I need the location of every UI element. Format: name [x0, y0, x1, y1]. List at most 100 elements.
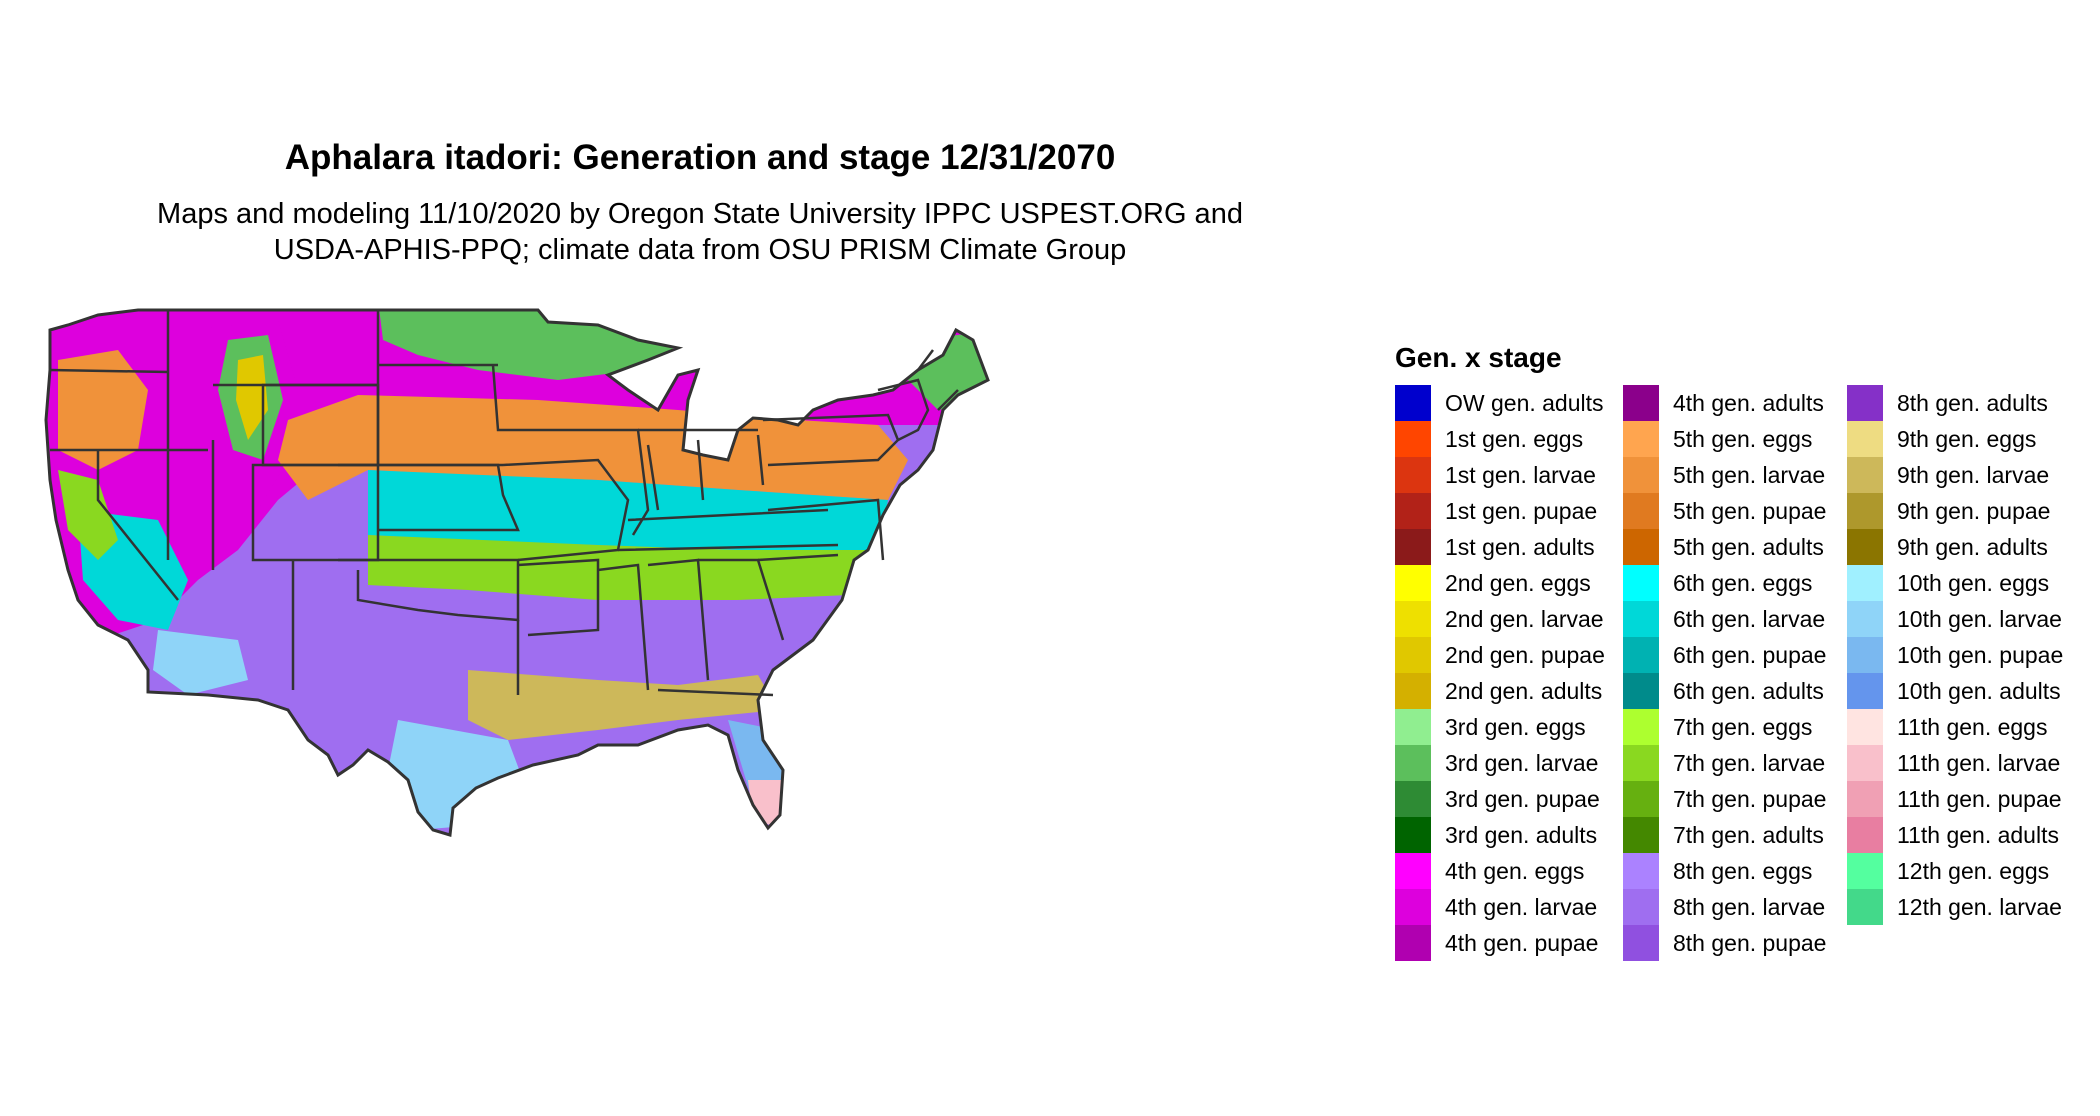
- california-lime-patch: [58, 470, 118, 560]
- legend-label: 8th gen. larvae: [1673, 893, 1826, 920]
- legend-item: 6th gen. adults: [1623, 673, 1824, 709]
- legend-swatch: [1395, 817, 1431, 853]
- legend-item: 11th gen. pupae: [1847, 781, 2062, 817]
- legend-label: 9th gen. larvae: [1897, 461, 2050, 488]
- subtitle-line-2: USDA-APHIS-PPQ; climate data from OSU PR…: [273, 234, 1127, 266]
- legend-item: 2nd gen. larvae: [1395, 601, 1604, 637]
- legend-item: 8th gen. pupae: [1623, 925, 1826, 961]
- legend-swatch: [1395, 637, 1431, 673]
- legend-item: 5th gen. adults: [1623, 529, 1824, 565]
- legend-swatch: [1847, 529, 1883, 565]
- arizona-lightblue-zone: [153, 630, 248, 695]
- legend-item: 2nd gen. pupae: [1395, 637, 1605, 673]
- legend-item: 8th gen. eggs: [1623, 853, 1812, 889]
- legend-label: 11th gen. pupae: [1897, 785, 2062, 812]
- legend-item: 7th gen. larvae: [1623, 745, 1825, 781]
- border-indiana-ohio: [646, 434, 765, 511]
- legend-swatch: [1623, 673, 1659, 709]
- legend-label: 4th gen. pupae: [1445, 929, 1599, 956]
- legend-label: 5th gen. larvae: [1673, 461, 1826, 488]
- legend-label: 6th gen. pupae: [1673, 641, 1827, 668]
- legend-label: 10th gen. larvae: [1897, 605, 2062, 632]
- legend-swatch: [1395, 673, 1431, 709]
- legend-item: OW gen. adults: [1395, 385, 1604, 421]
- legend-label: 11th gen. eggs: [1897, 713, 2048, 740]
- legend-label: 2nd gen. adults: [1445, 677, 1603, 704]
- legend-label: OW gen. adults: [1445, 389, 1604, 416]
- legend-label: 1st gen. larvae: [1445, 461, 1596, 488]
- legend-swatch: [1395, 457, 1431, 493]
- legend-label: 6th gen. adults: [1673, 677, 1824, 704]
- legend-item: 2nd gen. eggs: [1395, 565, 1591, 601]
- legend-swatch: [1623, 889, 1659, 925]
- legend-item: 2nd gen. adults: [1395, 673, 1602, 709]
- legend-swatch: [1395, 745, 1431, 781]
- legend-swatch: [1847, 385, 1883, 421]
- legend-label: 11th gen. adults: [1897, 821, 2059, 848]
- legend-label: 9th gen. eggs: [1897, 425, 2037, 452]
- legend-swatch: [1847, 853, 1883, 889]
- legend-label: 8th gen. adults: [1897, 389, 2048, 416]
- legend-swatch: [1847, 889, 1883, 925]
- legend-swatch: [1847, 421, 1883, 457]
- legend-swatch: [1395, 601, 1431, 637]
- legend-item: 7th gen. adults: [1623, 817, 1824, 853]
- map-title: Aphalara itadori: Generation and stage 1…: [284, 138, 1116, 177]
- border-wisconsin-illinois: [568, 428, 650, 536]
- legend-label: 8th gen. pupae: [1673, 929, 1827, 956]
- legend-swatch: [1395, 421, 1431, 457]
- legend-label: 5th gen. eggs: [1673, 425, 1813, 452]
- legend-item: 10th gen. larvae: [1847, 601, 2062, 637]
- legend-item: 4th gen. pupae: [1395, 925, 1598, 961]
- legend-label: 10th gen. pupae: [1897, 641, 2064, 668]
- border-tennessee-kentucky: [617, 508, 839, 552]
- legend-item: 9th gen. pupae: [1847, 493, 2050, 529]
- legend-label: 3rd gen. eggs: [1445, 713, 1586, 740]
- legend-item: 8th gen. adults: [1847, 385, 2048, 421]
- legend-item: 4th gen. adults: [1623, 385, 1824, 421]
- legend-item: 12th gen. larvae: [1847, 889, 2062, 925]
- border-new-england: [877, 349, 959, 442]
- legend-swatch: [1847, 817, 1883, 853]
- legend-label: 9th gen. adults: [1897, 533, 2048, 560]
- legend-item: 3rd gen. larvae: [1395, 745, 1598, 781]
- legend-item: 10th gen. pupae: [1847, 637, 2063, 673]
- legend-swatch: [1623, 817, 1659, 853]
- legend-swatch: [1847, 709, 1883, 745]
- legend-swatch: [1623, 565, 1659, 601]
- legend-swatch: [1395, 565, 1431, 601]
- legend-swatch: [1395, 385, 1431, 421]
- legend-label: 12th gen. larvae: [1897, 893, 2062, 920]
- legend-item: 3rd gen. eggs: [1395, 709, 1586, 745]
- border-iowa-missouri: [502, 458, 630, 562]
- legend-swatch: [1623, 745, 1659, 781]
- legend-item: 1st gen. adults: [1395, 529, 1595, 565]
- legend-label: 4th gen. adults: [1673, 389, 1824, 416]
- legend-label: 1st gen. pupae: [1445, 497, 1598, 524]
- legend-swatch: [1395, 709, 1431, 745]
- legend-swatch: [1623, 385, 1659, 421]
- legend-label: 5th gen. pupae: [1673, 497, 1827, 524]
- legend-item: 7th gen. pupae: [1623, 781, 1826, 817]
- legend-swatch: [1623, 853, 1659, 889]
- legend-item: 10th gen. eggs: [1847, 565, 2049, 601]
- legend-label: 2nd gen. eggs: [1445, 569, 1591, 596]
- legend-swatch: [1847, 457, 1883, 493]
- legend-swatch: [1623, 781, 1659, 817]
- gulf-tan-band: [468, 670, 778, 740]
- border-minnesota-iowa: [491, 364, 568, 432]
- legend-label: 7th gen. eggs: [1673, 713, 1813, 740]
- legend-swatch: [1623, 493, 1659, 529]
- legend-label: 5th gen. adults: [1673, 533, 1824, 560]
- border-arkansas: [517, 558, 600, 637]
- legend-swatch: [1847, 637, 1883, 673]
- legend-item: 11th gen. eggs: [1847, 709, 2047, 745]
- subtitle-line-1: Maps and modeling 11/10/2020 by Oregon S…: [157, 198, 1243, 230]
- legend-item: 9th gen. eggs: [1847, 421, 2036, 457]
- legend-item: 10th gen. adults: [1847, 673, 2061, 709]
- legend-label: 6th gen. larvae: [1673, 605, 1826, 632]
- legend: OW gen. adults 1st gen. eggs 1st gen. larv…: [1395, 385, 2095, 965]
- legend-swatch: [1847, 745, 1883, 781]
- legend-item: 3rd gen. adults: [1395, 817, 1597, 853]
- us-generation-map: [44, 308, 990, 837]
